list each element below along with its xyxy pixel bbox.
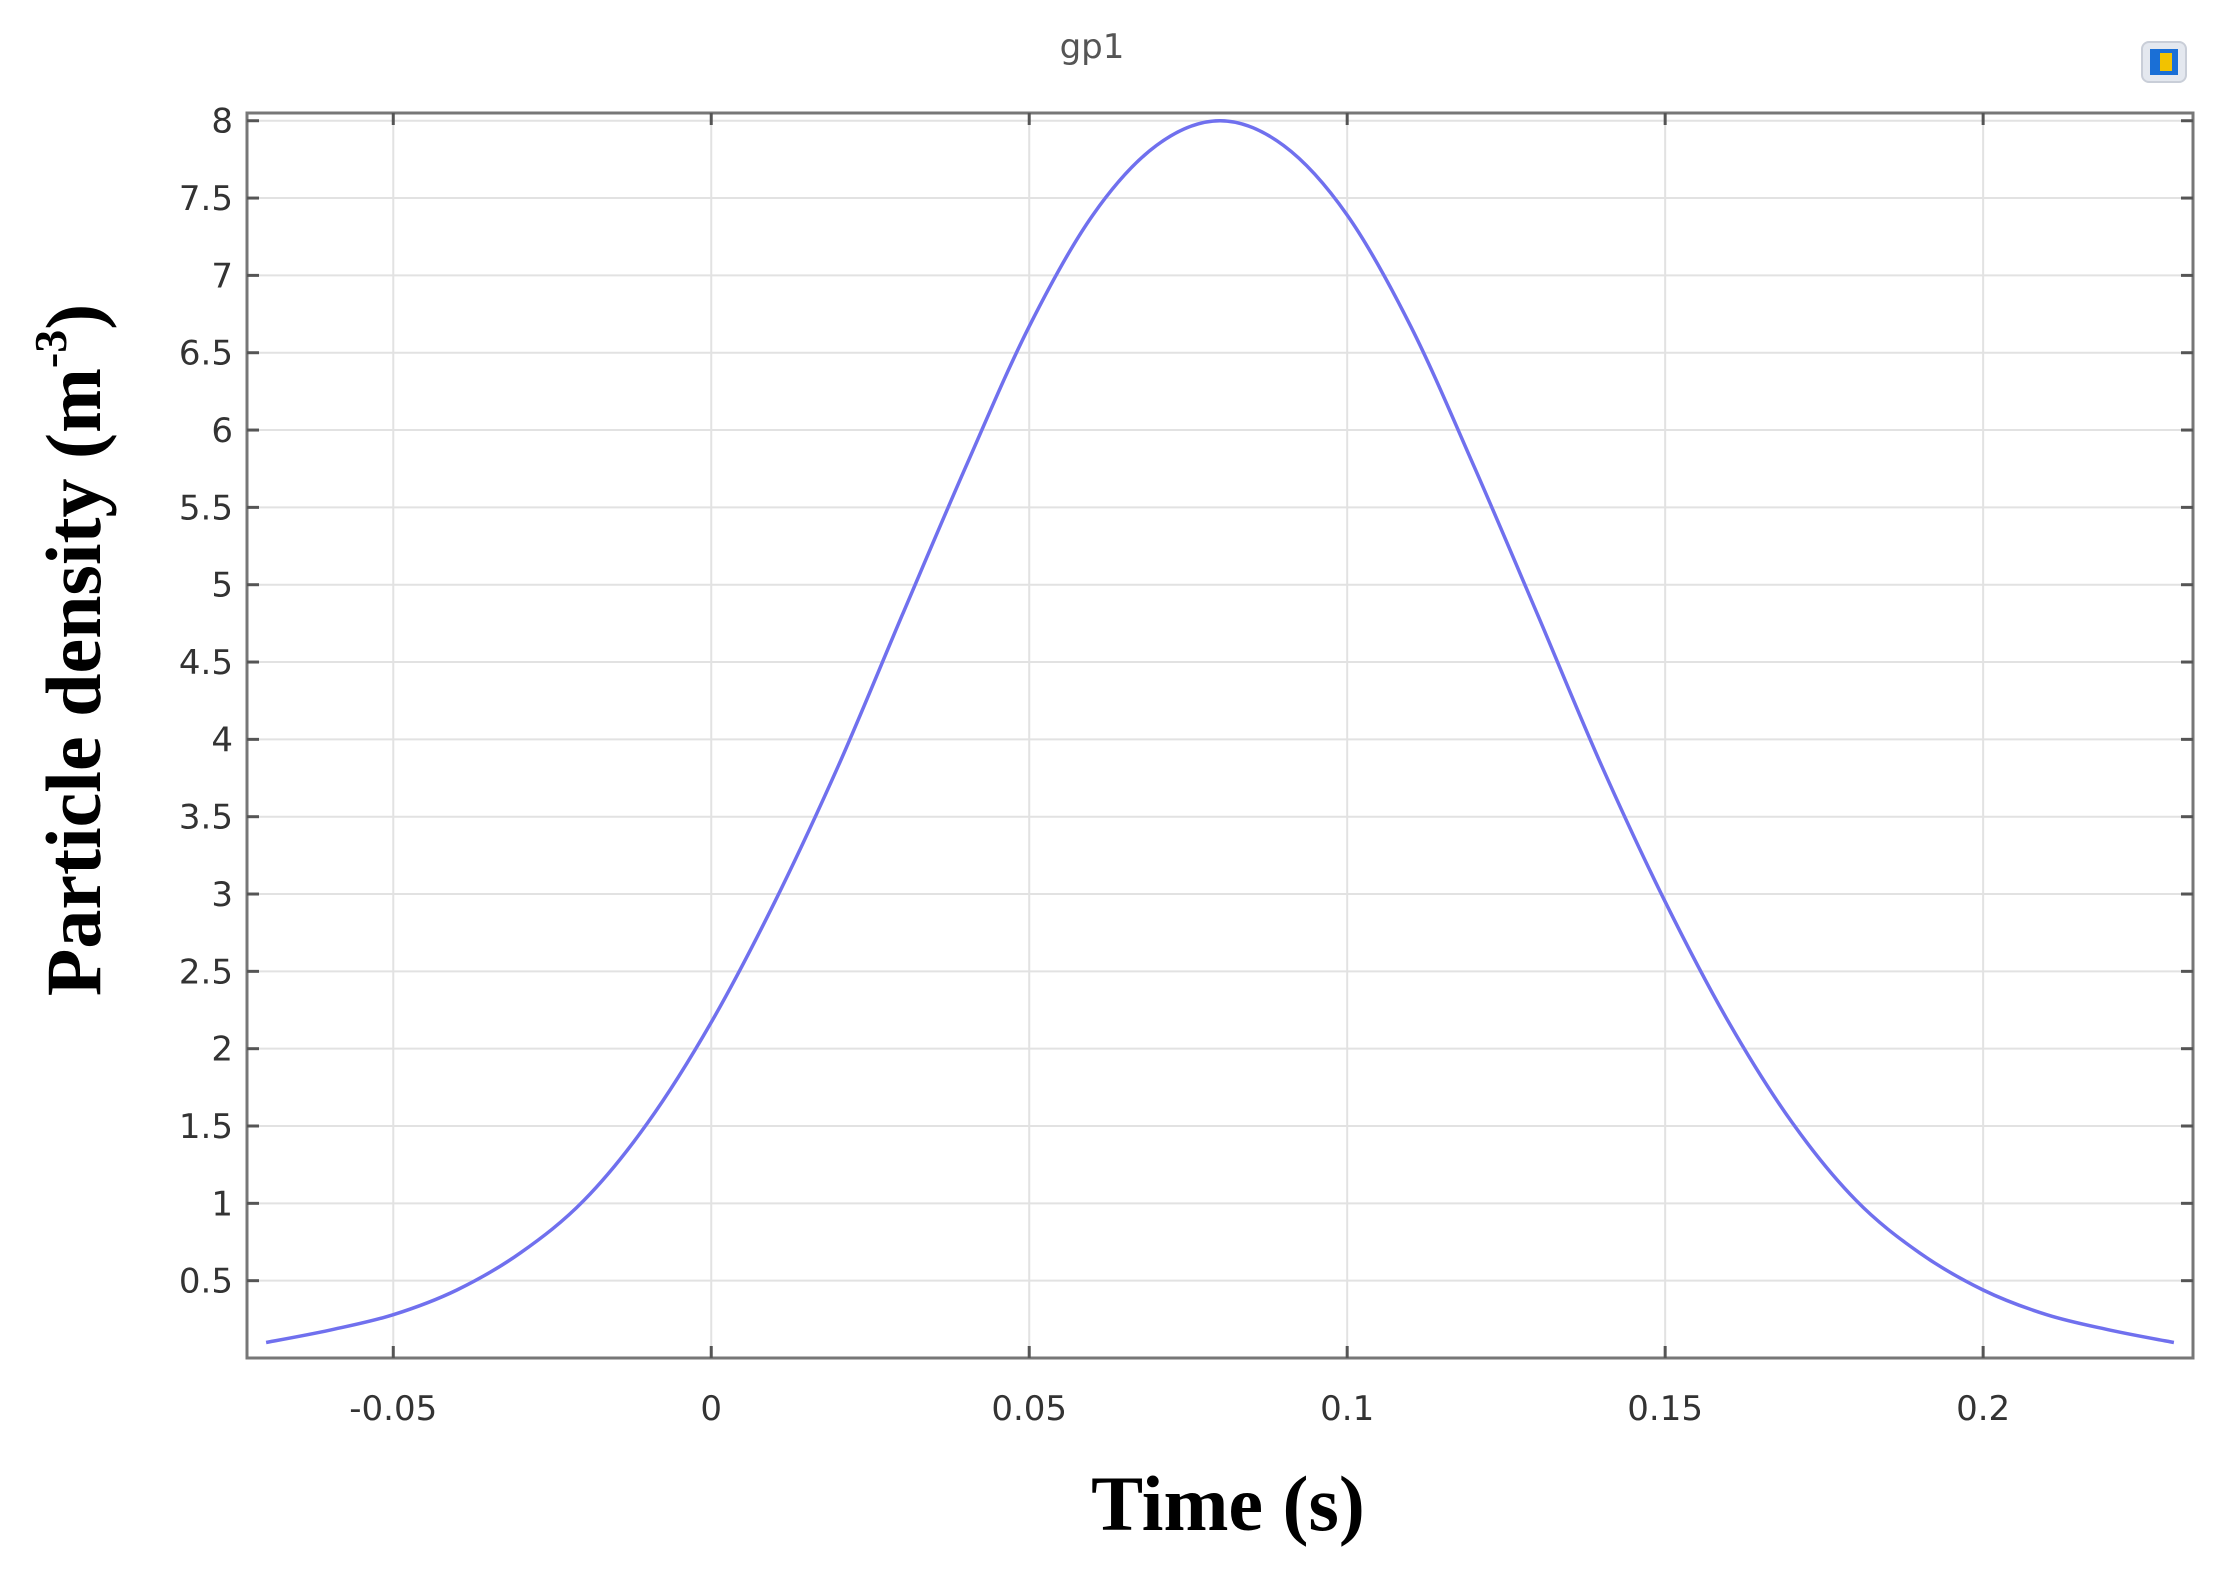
y-tick-label: 6.5 (179, 334, 233, 374)
y-axis-title-exponent: -3 (25, 330, 76, 368)
plot-frame (245, 111, 2195, 1360)
y-tick-label: 5.5 (179, 488, 233, 528)
y-axis-title-text: Particle density (m (30, 368, 117, 996)
y-tick-label: 2 (211, 1030, 233, 1070)
y-tick-label: 0.5 (179, 1262, 233, 1302)
y-tick-label: 5 (211, 566, 233, 606)
axis-ticks (247, 113, 2193, 1358)
y-tick-label: 3 (211, 875, 233, 915)
y-tick-label: 3.5 (179, 798, 233, 838)
y-tick-label: 1 (211, 1184, 233, 1224)
x-tick-label: 0.05 (991, 1389, 1067, 1429)
plot-grid (247, 113, 2193, 1358)
x-tick-label: 0.1 (1320, 1389, 1374, 1429)
chart-title: gp1 (1060, 27, 1125, 67)
x-tick-label: -0.05 (349, 1389, 437, 1429)
y-tick-label: 7 (211, 256, 233, 296)
y-tick-labels: 0.5 1 1.5 2 2.5 3 3.5 4 4.5 5 5.5 6 6.5 7 7.5 8 (179, 102, 233, 1302)
y-tick-label: 4 (211, 720, 233, 760)
x-tick-label: 0.15 (1627, 1389, 1703, 1429)
y-tick-label: 4.5 (179, 643, 233, 683)
series-line (265, 118, 2175, 1345)
y-tick-label: 2.5 (179, 952, 233, 992)
y-axis-title-close: ) (30, 304, 117, 330)
y-axis-title: Particle density (m-3) (25, 304, 117, 996)
y-tick-label: 6 (211, 411, 233, 451)
x-tick-label: 0 (700, 1389, 722, 1429)
x-tick-labels: -0.05 0 0.05 0.1 0.15 0.2 (349, 1389, 2010, 1429)
y-tick-label: 8 (211, 102, 233, 142)
x-axis-title: Time (s) (1091, 1460, 1365, 1547)
colorbar-icon[interactable] (2141, 41, 2187, 83)
y-tick-label: 7.5 (179, 179, 233, 219)
y-tick-label: 1.5 (179, 1107, 233, 1147)
x-tick-label: 0.2 (1956, 1389, 2010, 1429)
